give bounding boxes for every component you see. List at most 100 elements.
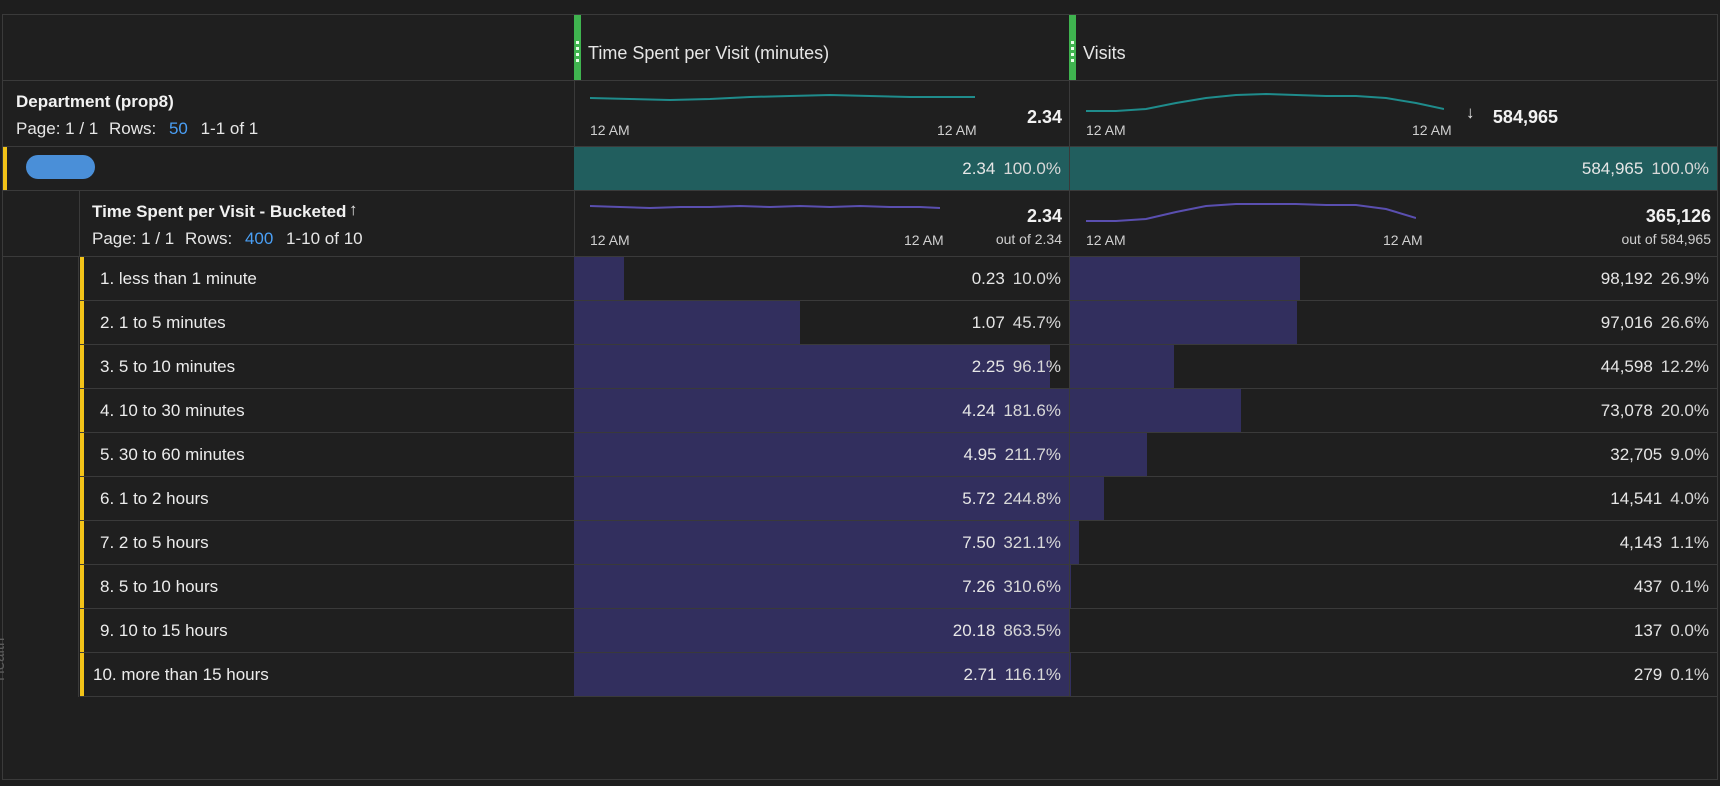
cell-visits: 137 0.0% xyxy=(1070,609,1717,652)
metric-total-time-spent: 2.34 xyxy=(1026,206,1062,226)
table-row[interactable]: 10. more than 15 hours 2.71 116.1% 279 0.1… xyxy=(80,653,1717,697)
metric-total-visits: 365,126 xyxy=(1645,206,1711,226)
sort-descending-icon[interactable]: ↓ xyxy=(1466,103,1475,122)
cell-time-spent: 20.18 863.5% xyxy=(574,609,1069,652)
row-accent xyxy=(80,565,84,608)
percent-bar xyxy=(1070,521,1079,564)
rows-per-page-selector[interactable]: 400 xyxy=(244,229,274,248)
row-label[interactable]: 7. 2 to 5 hours xyxy=(100,533,209,552)
percent-bar xyxy=(574,345,1050,388)
breakdown-dimension-title[interactable]: Time Spent per Visit - Bucketed xyxy=(92,202,347,221)
cell-value: 20.18 xyxy=(952,621,996,640)
page-label: Page: 1 / 1 xyxy=(92,229,175,248)
cell-percent: 12.2% xyxy=(1660,357,1709,376)
department-value-row[interactable]: 2.34 100.0% 584,965 100.0% xyxy=(3,147,1717,191)
cell-percent: 0.0% xyxy=(1670,621,1709,640)
cell-percent: 1.1% xyxy=(1670,533,1709,552)
cell-percent: 100.0% xyxy=(1651,159,1709,178)
cell-percent: 0.1% xyxy=(1670,577,1709,596)
rows-label: Rows: xyxy=(184,229,233,248)
row-label[interactable]: 8. 5 to 10 hours xyxy=(100,577,219,596)
cell-percent: 26.9% xyxy=(1660,269,1709,288)
cell-value: 137 xyxy=(1633,621,1663,640)
page-label: Page: 1 / 1 xyxy=(16,119,99,138)
breakdown-header: Time Spent per Visit - Bucketed ↑ Page: … xyxy=(3,191,1717,257)
row-accent xyxy=(80,433,84,476)
redacted-department-value xyxy=(26,155,95,179)
table-row[interactable]: 5. 30 to 60 minutes 4.95 211.7% 32,705 9.0… xyxy=(80,433,1717,477)
cell-percent: 310.6% xyxy=(1003,577,1061,596)
cell-percent: 96.1% xyxy=(1012,357,1061,376)
row-label[interactable]: 2. 1 to 5 minutes xyxy=(100,313,226,332)
percent-bar xyxy=(574,389,1069,432)
rows-per-page-selector[interactable]: 50 xyxy=(168,119,188,138)
cell-value: 98,192 xyxy=(1600,269,1653,288)
cell-visits: 279 0.1% xyxy=(1070,653,1717,696)
cell-value: 73,078 xyxy=(1600,401,1653,420)
cell-visits: 32,705 9.0% xyxy=(1070,433,1717,476)
axis-start-label: 12 AM xyxy=(590,232,630,248)
cell-value: 7.50 xyxy=(962,533,996,552)
sparkline-visits xyxy=(1086,92,1444,112)
row-label[interactable]: 10. more than 15 hours xyxy=(93,665,269,684)
cell-value: 279 xyxy=(1633,665,1663,684)
table-row[interactable]: 4. 10 to 30 minutes 4.24 181.6% 73,078 20.… xyxy=(80,389,1717,433)
row-label[interactable]: 5. 30 to 60 minutes xyxy=(100,445,245,464)
cell-time-spent: 2.34 100.0% xyxy=(574,147,1069,190)
percent-bar xyxy=(574,301,800,344)
cell-value: 5.72 xyxy=(962,489,996,508)
table-row[interactable]: 7. 2 to 5 hours 7.50 321.1% 4,143 1.1% xyxy=(80,521,1717,565)
column-header-row: Time Spent per Visit (minutes) Visits xyxy=(3,15,1717,81)
row-label[interactable]: 4. 10 to 30 minutes xyxy=(100,401,245,420)
cell-percent: 9.0% xyxy=(1670,445,1709,464)
sort-ascending-icon[interactable]: ↑ xyxy=(349,200,358,219)
row-accent xyxy=(80,609,84,652)
cell-visits: 98,192 26.9% xyxy=(1070,257,1717,300)
freeform-table: Time Spent per Visit (minutes) Visits De… xyxy=(0,14,1718,780)
table-row[interactable]: 9. 10 to 15 hours 20.18 863.5% 137 0.0% xyxy=(80,609,1717,653)
cell-visits: 437 0.1% xyxy=(1070,565,1717,608)
cell-percent: 211.7% xyxy=(1004,445,1061,464)
percent-bar xyxy=(574,477,1069,520)
percent-bar xyxy=(1070,301,1297,344)
cell-value: 14,541 xyxy=(1610,489,1663,508)
cell-value: 97,016 xyxy=(1600,313,1653,332)
column-resize-handle[interactable] xyxy=(574,15,581,80)
cell-percent: 100.0% xyxy=(1003,159,1061,178)
cell-value: 44,598 xyxy=(1600,357,1653,376)
dimension-title[interactable]: Department (prop8) xyxy=(16,92,174,111)
table-row[interactable]: 8. 5 to 10 hours 7.26 310.6% 437 0.1% xyxy=(80,565,1717,609)
table-row[interactable]: 2. 1 to 5 minutes 1.07 45.7% 97,016 26.6% xyxy=(80,301,1717,345)
row-label[interactable]: 3. 5 to 10 minutes xyxy=(100,357,236,376)
row-accent xyxy=(80,389,84,432)
cell-visits: 584,965 100.0% xyxy=(1070,147,1717,190)
row-accent xyxy=(80,477,84,520)
cell-value: 437 xyxy=(1633,577,1663,596)
cell-percent: 321.1% xyxy=(1003,533,1061,552)
table-row[interactable]: 3. 5 to 10 minutes 2.25 96.1% 44,598 12.2% xyxy=(80,345,1717,389)
percent-bar xyxy=(1070,389,1241,432)
cell-value: 584,965 xyxy=(1581,159,1644,178)
row-label[interactable]: 9. 10 to 15 hours xyxy=(100,621,228,640)
column-header-visits[interactable]: Visits xyxy=(1083,43,1126,63)
cell-visits: 44,598 12.2% xyxy=(1070,345,1717,388)
row-label[interactable]: 1. less than 1 minute xyxy=(100,269,257,288)
column-resize-handle[interactable] xyxy=(1069,15,1076,80)
cell-percent: 863.5% xyxy=(1003,621,1061,640)
row-label[interactable]: 6. 1 to 2 hours xyxy=(100,489,209,508)
percent-bar xyxy=(574,433,1069,476)
table-row[interactable]: 6. 1 to 2 hours 5.72 244.8% 14,541 4.0% xyxy=(80,477,1717,521)
axis-end-label: 12 AM xyxy=(1383,232,1423,248)
axis-start-label: 12 AM xyxy=(1086,232,1126,248)
cell-time-spent: 4.95 211.7% xyxy=(574,433,1069,476)
percent-bar xyxy=(1070,345,1174,388)
cell-time-spent: 1.07 45.7% xyxy=(574,301,1069,344)
column-header-time-spent[interactable]: Time Spent per Visit (minutes) xyxy=(588,43,830,63)
metric-outof-time-spent: out of 2.34 xyxy=(995,231,1062,247)
cell-value: 2.25 xyxy=(971,357,1005,376)
cell-percent: 0.1% xyxy=(1670,665,1709,684)
cell-time-spent: 7.26 310.6% xyxy=(574,565,1069,608)
axis-start-label: 12 AM xyxy=(1086,122,1126,138)
table-row[interactable]: 1. less than 1 minute 0.23 10.0% 98,192 26… xyxy=(80,257,1717,301)
breakdown-side-gutter: Health xyxy=(0,257,79,697)
